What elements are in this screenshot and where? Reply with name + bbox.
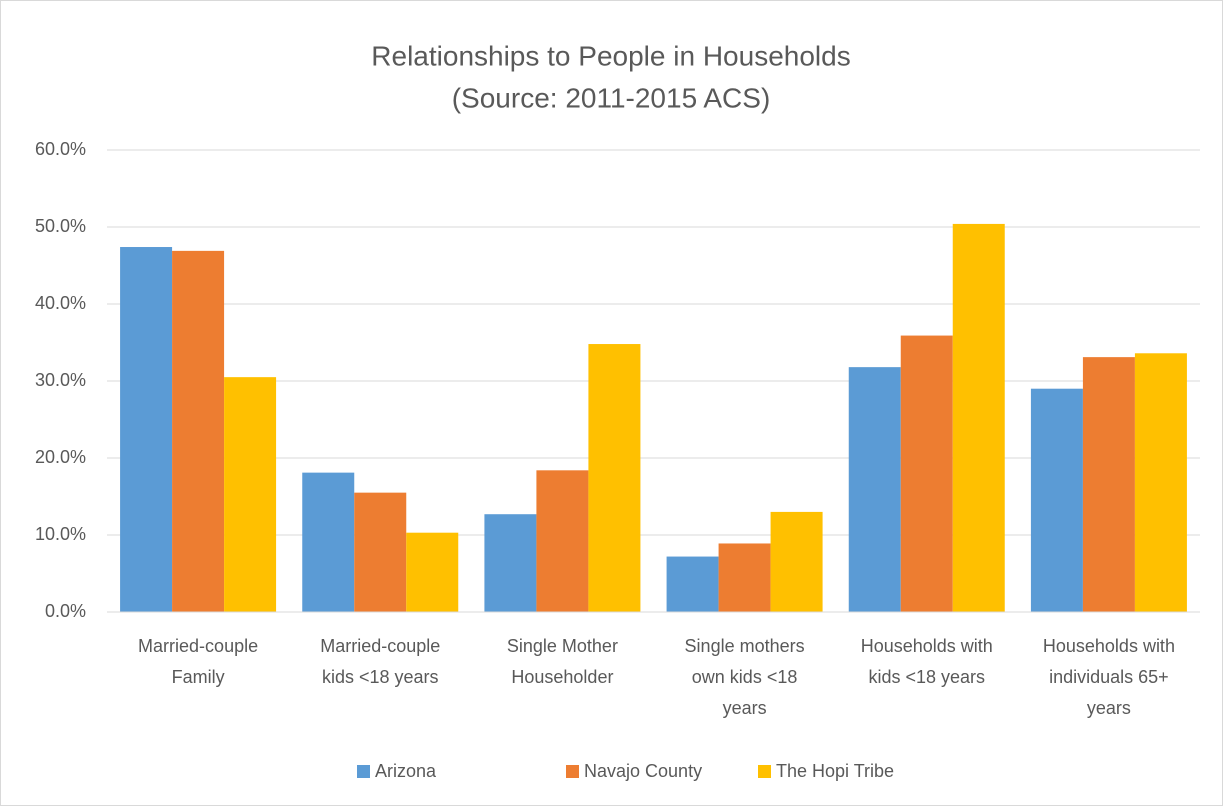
bar (848, 367, 901, 612)
y-tick-label: 60.0% (35, 139, 86, 159)
bar (1082, 357, 1135, 612)
legend-label: The Hopi Tribe (776, 761, 894, 781)
legend-label: Navajo County (584, 761, 702, 781)
y-tick-label: 40.0% (35, 293, 86, 313)
y-tick-label: 50.0% (35, 216, 86, 236)
y-tick-label: 10.0% (35, 524, 86, 544)
bar (900, 335, 953, 612)
x-tick-label: Single Mother Householder (507, 636, 618, 687)
legend-swatch (758, 765, 771, 778)
y-tick-label: 30.0% (35, 370, 86, 390)
bar (224, 377, 277, 612)
legend-label: Arizona (375, 761, 437, 781)
chart-title: Relationships to People in Households (371, 40, 850, 71)
bar (718, 543, 771, 612)
bar (120, 247, 173, 612)
x-tick-label: Married-couple kids <18 years (320, 636, 440, 687)
bar (1134, 353, 1187, 612)
bar (1030, 388, 1083, 612)
bar (302, 472, 355, 612)
legend-swatch (566, 765, 579, 778)
bar (952, 223, 1005, 613)
bar (406, 532, 459, 612)
x-tick-label: Married-couple Family (138, 636, 258, 687)
bar (666, 556, 719, 612)
y-tick-label: 20.0% (35, 447, 86, 467)
bar (770, 511, 823, 612)
chart-subtitle: (Source: 2011-2015 ACS) (452, 82, 771, 113)
legend-swatch (357, 765, 370, 778)
bar (536, 470, 589, 612)
bar (484, 514, 537, 612)
x-tick-label: Households with kids <18 years (861, 636, 993, 687)
bar (354, 492, 407, 612)
y-tick-label: 0.0% (45, 601, 86, 621)
x-tick-label: Single mothers own kids <18 years (685, 636, 805, 718)
bar (588, 344, 641, 612)
x-tick-label: Households with individuals 65+ years (1043, 636, 1175, 718)
bar (172, 250, 225, 612)
